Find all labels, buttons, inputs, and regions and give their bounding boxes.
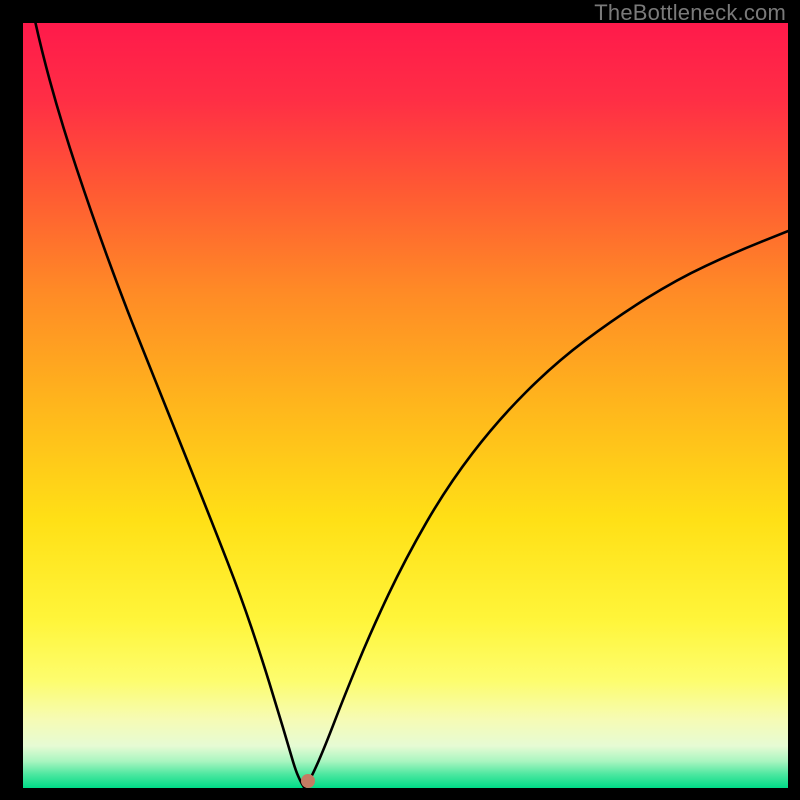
- frame-border-bottom: [0, 788, 800, 800]
- vertex-marker: [301, 774, 315, 788]
- frame-border-left: [0, 0, 23, 800]
- watermark-text: TheBottleneck.com: [594, 0, 786, 26]
- curve-path: [23, 23, 788, 788]
- frame-border-right: [788, 0, 800, 800]
- plot-area: [23, 23, 788, 788]
- bottleneck-curve: [23, 23, 788, 788]
- chart-frame: TheBottleneck.com: [0, 0, 800, 800]
